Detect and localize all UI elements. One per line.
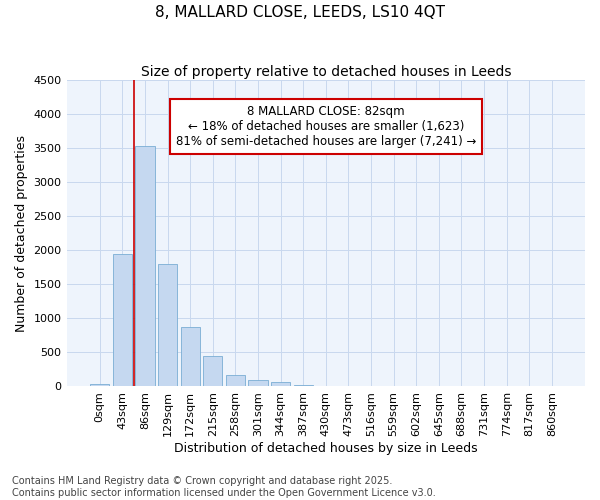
- Bar: [158, 264, 177, 386]
- Y-axis label: Number of detached properties: Number of detached properties: [15, 135, 28, 332]
- Bar: [248, 380, 268, 386]
- Text: 8 MALLARD CLOSE: 82sqm
← 18% of detached houses are smaller (1,623)
81% of semi-: 8 MALLARD CLOSE: 82sqm ← 18% of detached…: [176, 104, 476, 148]
- Bar: [226, 374, 245, 386]
- Bar: [271, 382, 290, 386]
- X-axis label: Distribution of detached houses by size in Leeds: Distribution of detached houses by size …: [174, 442, 478, 455]
- Title: Size of property relative to detached houses in Leeds: Size of property relative to detached ho…: [140, 65, 511, 79]
- Text: Contains HM Land Registry data © Crown copyright and database right 2025.
Contai: Contains HM Land Registry data © Crown c…: [12, 476, 436, 498]
- Bar: [203, 356, 223, 386]
- Bar: [113, 254, 132, 386]
- Bar: [293, 385, 313, 386]
- Bar: [90, 384, 109, 386]
- Bar: [136, 146, 155, 386]
- Text: 8, MALLARD CLOSE, LEEDS, LS10 4QT: 8, MALLARD CLOSE, LEEDS, LS10 4QT: [155, 5, 445, 20]
- Bar: [181, 327, 200, 386]
